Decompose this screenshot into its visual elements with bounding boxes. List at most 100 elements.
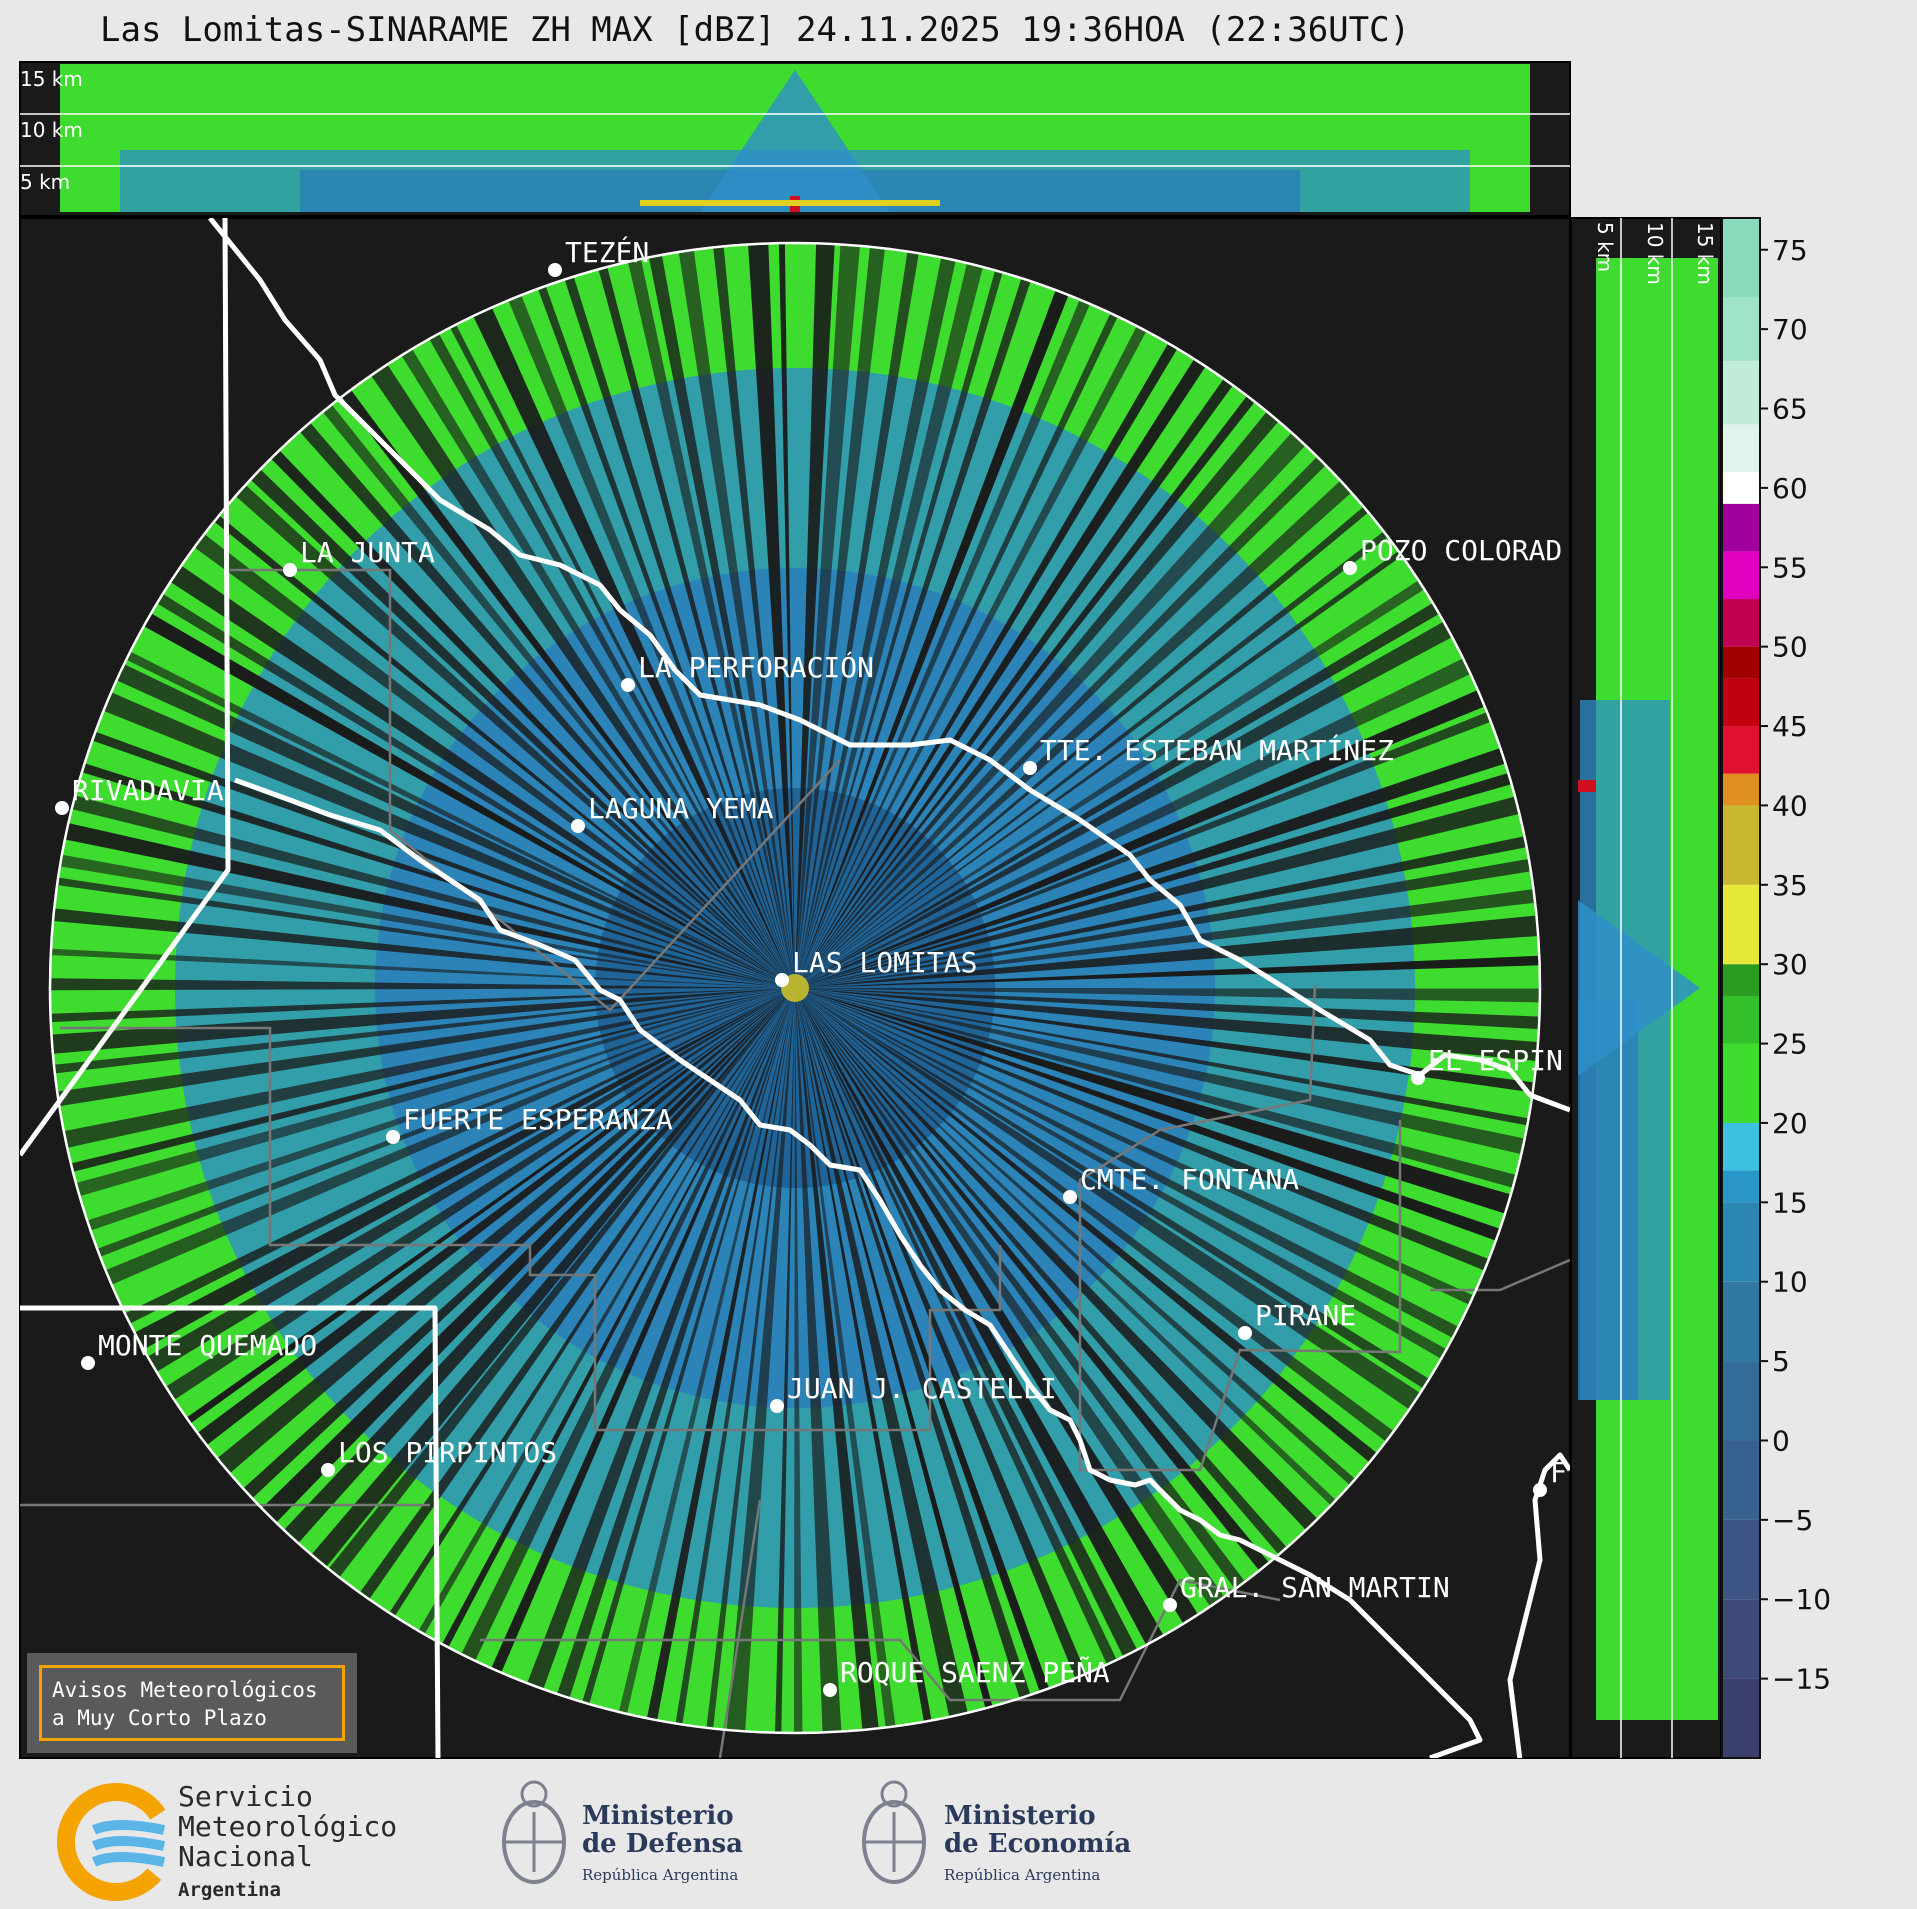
colorbar-tick-label: −5 [1772, 1504, 1813, 1537]
beam-gap [61, 988, 796, 1201]
place-label: GRAL. SAN MARTIN [1180, 1571, 1450, 1604]
beam-gap [559, 262, 795, 988]
place-labels: TEZÉN LA JUNTA POZO COLORAD LA PERFORACIÓN T… [55, 235, 1567, 1697]
beam-gap [795, 243, 862, 988]
beam-gap [795, 595, 1453, 988]
beam-gap [624, 244, 795, 988]
beam-gap [485, 988, 795, 1687]
beam-gap [795, 768, 1527, 988]
beam-gap [381, 988, 795, 1629]
beam-gap [795, 955, 1540, 988]
colorbar-tick-label: 0 [1772, 1424, 1790, 1457]
place-label: CMTE. FONTANA [1080, 1163, 1299, 1196]
place-label: PIRANE [1255, 1299, 1356, 1332]
economia-line-1: Ministerio [944, 1801, 1096, 1831]
beam-gap [301, 988, 795, 1579]
beam-gap [795, 988, 997, 1723]
colorbar-band [1722, 424, 1760, 473]
beam-gap [747, 243, 795, 988]
beam-gap [50, 978, 795, 991]
beam-gap [795, 421, 1316, 988]
beam-gap [795, 988, 1531, 1192]
beam-gap [421, 320, 795, 989]
colorbar-band [1722, 805, 1760, 885]
beam-gap [532, 271, 795, 989]
beam-gap [795, 743, 1520, 988]
reflectivity-field [50, 243, 1540, 1733]
beam-gap [795, 988, 1433, 1418]
beam-gap [78, 726, 796, 988]
beam-gap [795, 299, 1125, 988]
beam-gap [795, 988, 935, 1733]
colorbar-tick-label: −15 [1772, 1663, 1831, 1696]
colorbar-band [1722, 297, 1760, 361]
beam-gap [795, 988, 843, 1733]
beam-gap [577, 988, 795, 1719]
beam-gap [594, 252, 795, 988]
beam-gap [645, 243, 795, 988]
colorbar-band [1722, 1361, 1760, 1441]
beam-gap [795, 312, 1154, 988]
beam-gap [273, 988, 796, 1555]
beam-gap [313, 392, 795, 988]
colorbar-band [1722, 995, 1760, 1044]
colorbar-band [1722, 599, 1760, 647]
place-label: F [1550, 1456, 1567, 1489]
smn-line-4: Argentina [178, 1879, 281, 1901]
colorbar-band [1722, 472, 1760, 504]
beam-gap [795, 914, 1540, 988]
place-label: FUERTE ESPERANZA [403, 1103, 673, 1136]
beam-gap [793, 988, 803, 1733]
beam-gap [795, 651, 1485, 988]
beam-gap [795, 263, 1036, 989]
economia-logo-text: Ministerio de Economía República Argenti… [944, 1802, 1131, 1889]
beam-gap [795, 614, 1466, 988]
colorbar-tick-label: 30 [1772, 948, 1808, 981]
colorbar-band [1722, 884, 1760, 965]
beam-gap [795, 988, 1145, 1671]
defensa-logo-text: Ministerio de Defensa República Argentin… [582, 1802, 743, 1889]
defensa-line-2: de Defensa [582, 1829, 743, 1859]
colorbar-band [1722, 360, 1760, 425]
colorbar-band [1722, 1281, 1760, 1362]
beam-gap [795, 445, 1337, 989]
colorbar-band [1722, 964, 1760, 996]
beam-gap [795, 988, 1279, 1583]
beam-gap [443, 311, 795, 988]
colorbar-band [1722, 503, 1760, 552]
beam-gap [795, 988, 1526, 1219]
side-height-label-15km: 15 km [1693, 222, 1717, 285]
colorbar-band [1722, 773, 1760, 806]
beam-gap [521, 988, 795, 1704]
beam-gap [795, 988, 1540, 1003]
beam-gap [673, 988, 795, 1733]
beam-gap [795, 276, 1075, 988]
beam-gap [795, 988, 1540, 1095]
province-borders [20, 218, 1570, 1758]
place-marker [621, 678, 635, 692]
beam-gap [795, 988, 1460, 1367]
beam-gap [130, 605, 795, 988]
side-cross-section-panel: 5 km 10 km 15 km [1570, 217, 1722, 1759]
beam-gap [795, 988, 1406, 1451]
place-marker [1411, 1071, 1425, 1085]
beam-gap [239, 458, 796, 988]
place-marker [386, 1130, 400, 1144]
beam-gap [50, 947, 795, 988]
beam-gap [795, 383, 1265, 988]
colorbar-tick-label: 15 [1772, 1186, 1808, 1219]
colorbar-band [1722, 218, 1760, 298]
beam-gap [795, 572, 1437, 988]
colorbar-tick-label: 10 [1772, 1266, 1808, 1299]
beam-gap [393, 336, 795, 988]
beam-gap [205, 988, 796, 1484]
beam-gap [615, 988, 795, 1729]
beam-gap [91, 988, 796, 1291]
top-cross-section-panel: 15 km 10 km 5 km [19, 61, 1571, 217]
beam-gap [795, 366, 1242, 989]
beam-gap [795, 988, 1093, 1693]
beam-gap [50, 819, 796, 988]
beam-gap [795, 988, 1233, 1620]
beam-gap [795, 988, 972, 1732]
